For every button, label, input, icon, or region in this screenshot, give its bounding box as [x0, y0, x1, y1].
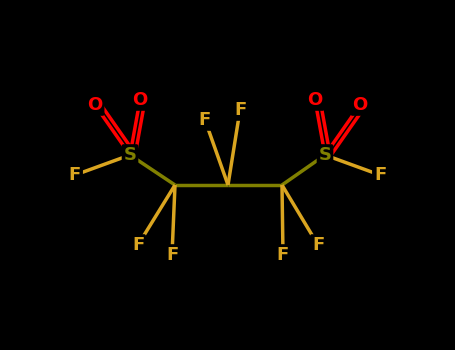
Text: F: F	[234, 101, 246, 119]
Text: F: F	[69, 166, 81, 184]
Text: F: F	[199, 111, 211, 129]
Text: S: S	[123, 146, 136, 164]
Text: F: F	[374, 166, 386, 184]
Text: O: O	[132, 91, 147, 109]
Text: F: F	[166, 246, 178, 264]
Text: F: F	[312, 236, 324, 254]
Text: F: F	[132, 236, 144, 254]
Text: O: O	[308, 91, 323, 109]
Text: O: O	[352, 96, 368, 114]
Text: F: F	[277, 246, 289, 264]
Text: S: S	[318, 146, 332, 164]
Text: O: O	[87, 96, 103, 114]
